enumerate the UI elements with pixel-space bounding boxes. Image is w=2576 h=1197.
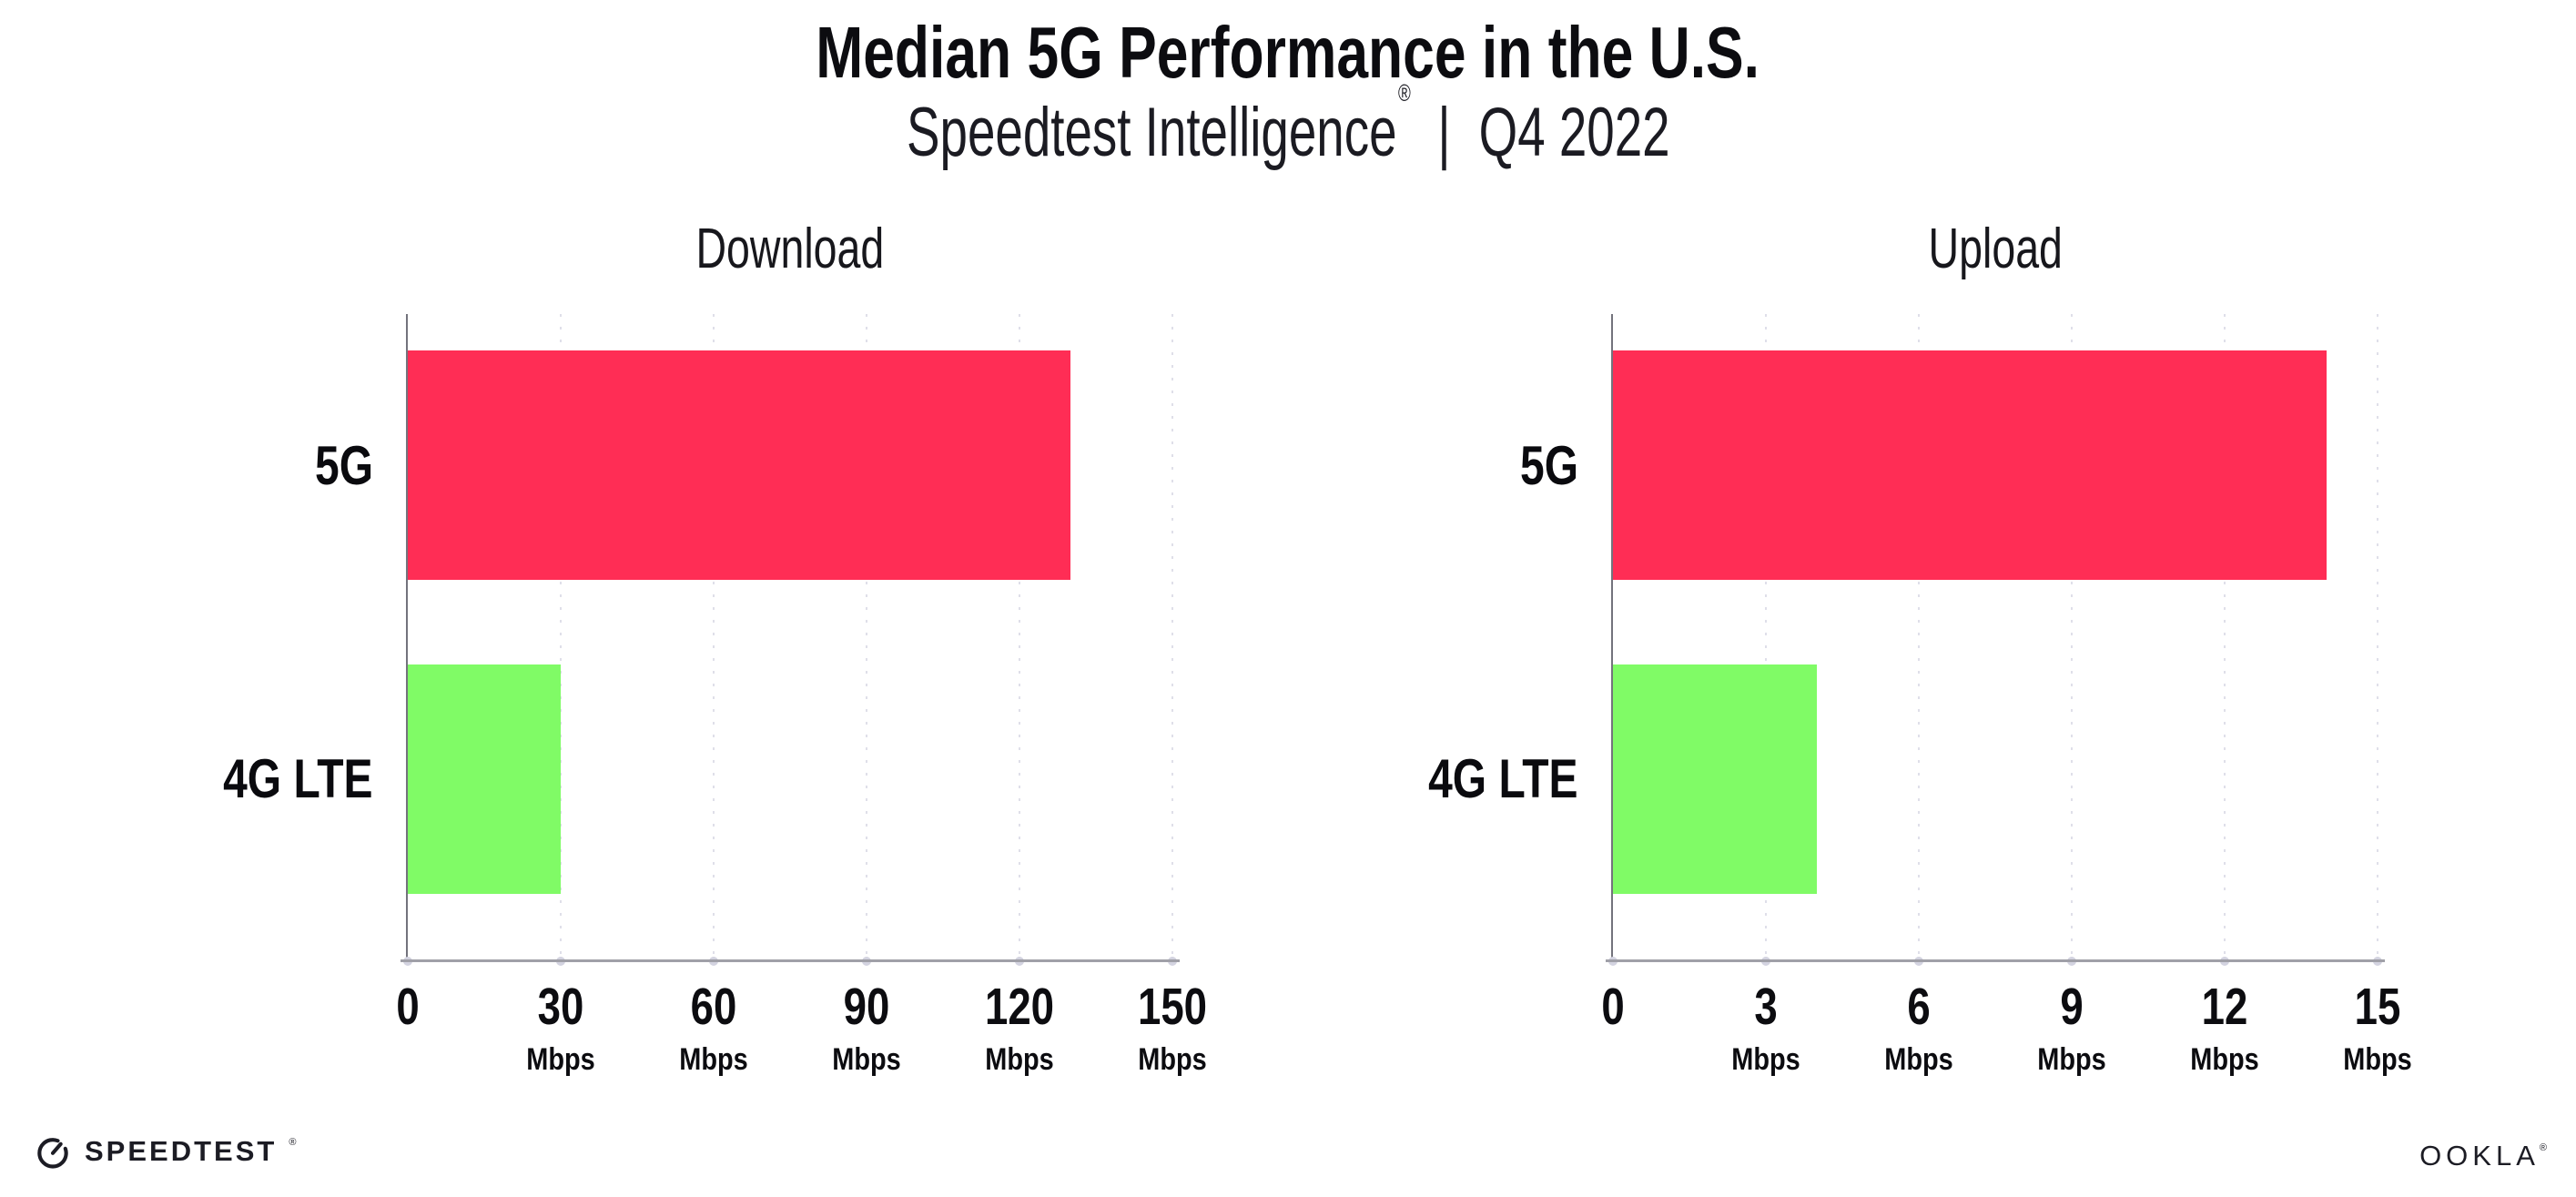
- download-chart-title: Download: [695, 218, 885, 280]
- upload-category-label-4g-lte: 4G LTE: [1428, 748, 1578, 809]
- x-tick-label: 0: [396, 978, 420, 1036]
- gridline: [2071, 314, 2073, 959]
- speedtest-wordmark: SPEEDTEST: [85, 1135, 278, 1167]
- x-tick-label: 9 Mbps: [2037, 978, 2106, 1077]
- download-x-axis-ticks: 0 30 Mbps 60 Mbps 90 Mbps 120 Mbps 150 Mbps: [396, 978, 1207, 1100]
- download-plot-area: [401, 314, 1180, 966]
- gridline: [1019, 314, 1020, 959]
- subtitle-separator: |: [1437, 94, 1451, 171]
- x-axis-line: [1606, 959, 2385, 962]
- bar-4g-lte-download: [408, 664, 561, 894]
- bar-5g-upload: [1613, 350, 2327, 580]
- registered-mark-icon: ®: [2539, 1141, 2547, 1153]
- bar-5g-download: [408, 350, 1070, 580]
- gridline: [1171, 314, 1173, 959]
- subtitle-period: Q4 2022: [1478, 94, 1670, 171]
- gridline: [713, 314, 715, 959]
- gridline: [560, 314, 562, 959]
- y-axis-line: [1611, 314, 1613, 962]
- upload-plot-area: [1606, 314, 2385, 966]
- x-tick-label: 120 Mbps: [984, 978, 1055, 1077]
- x-tick-label: 30 Mbps: [526, 978, 595, 1077]
- speedtest-logo: SPEEDTEST ®: [33, 1131, 296, 1172]
- gridline: [2377, 314, 2378, 959]
- speedometer-gauge-icon: [33, 1131, 73, 1172]
- header: Median 5G Performance in the U.S.: [0, 11, 2576, 95]
- x-tick-label: 3 Mbps: [1731, 978, 1800, 1077]
- bar-4g-lte-upload: [1613, 664, 1817, 894]
- download-category-label-4g-lte: 4G LTE: [223, 748, 373, 809]
- x-axis-line: [401, 959, 1180, 962]
- x-tick-label: 12 Mbps: [2190, 978, 2259, 1077]
- subtitle-brand: Speedtest Intelligence: [906, 94, 1397, 171]
- gridline: [1765, 314, 1767, 959]
- page-title: Median 5G Performance in the U.S.: [816, 12, 1760, 93]
- x-tick-label: 0: [1601, 978, 1625, 1036]
- x-tick-label: 90 Mbps: [832, 978, 901, 1077]
- x-tick-label: 150 Mbps: [1137, 978, 1208, 1077]
- registered-mark-icon: ®: [1397, 78, 1411, 107]
- gridline: [866, 314, 867, 959]
- x-tick-label: 60 Mbps: [679, 978, 748, 1077]
- page-subtitle: Speedtest Intelligence® | Q4 2022: [0, 79, 2576, 172]
- gridline: [2224, 314, 2226, 959]
- x-tick-label: 15 Mbps: [2343, 978, 2412, 1077]
- registered-mark-icon: ®: [289, 1137, 297, 1148]
- upload-x-axis-ticks: 0 3 Mbps 6 Mbps 9 Mbps 12 Mbps 15 Mbps: [1601, 978, 2411, 1100]
- x-tick-label: 6 Mbps: [1884, 978, 1953, 1077]
- upload-chart-title: Upload: [1928, 218, 2063, 280]
- download-category-label-5g: 5G: [314, 435, 373, 496]
- ookla-wordmark: OOKLA: [2419, 1140, 2540, 1172]
- upload-category-label-5g: 5G: [1519, 435, 1578, 496]
- gridline: [1918, 314, 1920, 959]
- ookla-logo: OOKLA®: [2419, 1140, 2547, 1172]
- y-axis-line: [406, 314, 408, 962]
